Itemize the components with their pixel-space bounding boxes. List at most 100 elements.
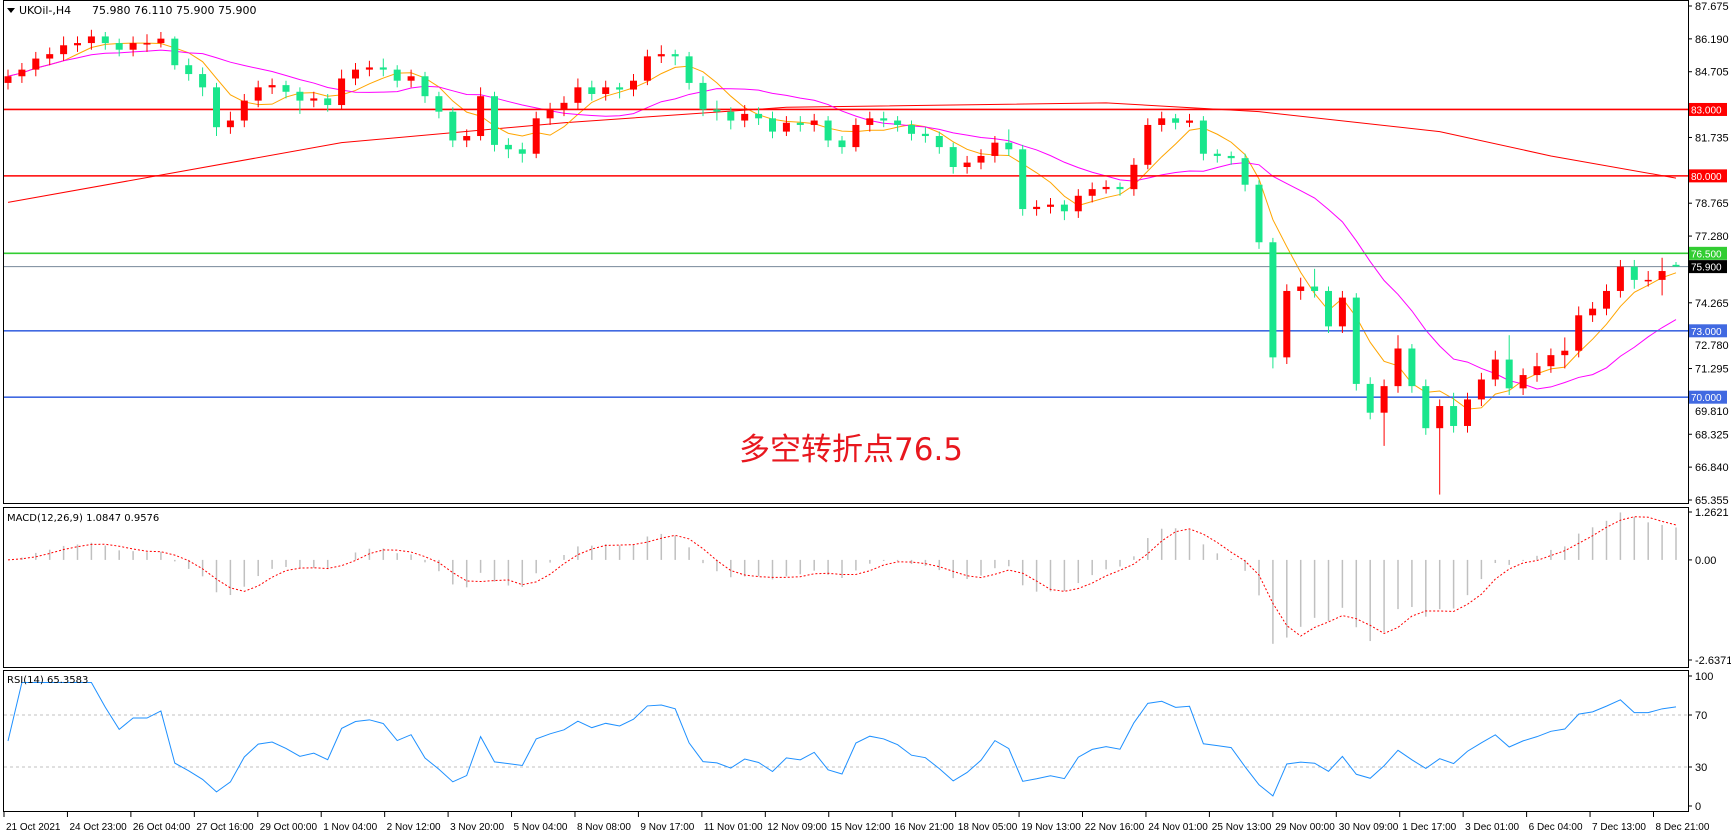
candle <box>1603 284 1610 316</box>
candle <box>935 131 943 154</box>
candle <box>782 116 790 137</box>
candle <box>1227 151 1235 165</box>
time-tick-label: 8 Nov 08:00 <box>577 822 631 833</box>
symbol-dropdown-icon[interactable] <box>7 8 15 13</box>
candle-body <box>977 155 985 163</box>
candle-body <box>1033 206 1041 210</box>
candle <box>1408 344 1416 393</box>
candle-body <box>1283 290 1291 358</box>
candle <box>60 36 68 61</box>
candle-body <box>1672 264 1680 267</box>
level-label: 73.000 <box>1691 327 1722 338</box>
level-label-bg <box>1689 246 1727 260</box>
candle <box>1144 118 1152 170</box>
candle-body <box>310 98 318 101</box>
level-label: 75.900 <box>1691 263 1722 274</box>
candle <box>435 91 443 119</box>
candle <box>1172 113 1180 130</box>
candle-body <box>602 87 610 94</box>
candle-body <box>949 147 957 168</box>
candle <box>1074 189 1082 218</box>
candle <box>616 82 624 99</box>
price-tick-label: 69.810 <box>1695 406 1729 418</box>
candle-body <box>1603 290 1610 309</box>
macd-panel[interactable] <box>7 512 1677 644</box>
candle-body <box>1102 186 1110 190</box>
candle-body <box>671 54 679 57</box>
candle-body <box>518 149 526 154</box>
candle <box>1060 200 1068 221</box>
price-tick-label: 78.765 <box>1695 198 1729 210</box>
candle-body <box>1005 142 1013 150</box>
candle <box>296 87 304 114</box>
candle-body <box>824 120 832 141</box>
candle <box>657 45 665 63</box>
candle-body <box>352 69 359 79</box>
price-panel[interactable] <box>4 29 1688 495</box>
candle-body <box>921 133 929 137</box>
candle <box>1130 158 1138 196</box>
candle <box>1325 286 1332 334</box>
candle <box>254 80 262 108</box>
candle-body <box>1658 271 1666 280</box>
candle <box>32 51 40 77</box>
candle-body <box>532 118 540 154</box>
price-tick-label: 81.735 <box>1695 132 1729 144</box>
candle <box>1644 271 1652 287</box>
time-tick-label: 19 Nov 13:00 <box>1021 822 1081 833</box>
candle <box>185 58 193 81</box>
candle <box>407 69 415 88</box>
time-tick-label: 29 Oct 00:00 <box>260 822 318 833</box>
candle-body <box>1352 297 1360 384</box>
candle-body <box>880 118 888 121</box>
candle <box>1422 379 1430 435</box>
rsi-label: RSI(14) 65.3583 <box>7 675 88 686</box>
candle-body <box>18 69 26 77</box>
time-tick-label: 5 Nov 04:00 <box>514 822 568 833</box>
candle <box>713 100 721 121</box>
candle-body <box>449 111 457 141</box>
candle <box>1158 111 1166 132</box>
candle <box>518 142 526 163</box>
level-label-bg <box>1689 324 1727 338</box>
candle-body <box>588 87 596 94</box>
candle <box>1088 182 1096 203</box>
candle-body <box>1116 186 1124 190</box>
candle-body <box>852 124 860 148</box>
candle <box>1616 259 1624 298</box>
candle-body <box>1172 118 1180 123</box>
candle-body <box>1019 149 1027 210</box>
candle-body <box>1408 348 1416 387</box>
candle <box>1297 277 1305 300</box>
candle-body <box>379 67 387 70</box>
candle <box>838 136 846 154</box>
time-tick-label: 6 Dec 04:00 <box>1529 822 1583 833</box>
ohlc-readout: 75.980 76.110 75.900 75.900 <box>92 4 256 17</box>
candle-body <box>1255 184 1263 243</box>
candle-body <box>1241 158 1249 185</box>
rsi-tick-label: 70 <box>1695 710 1707 722</box>
time-tick-label: 1 Nov 04:00 <box>323 822 377 833</box>
time-tick-label: 25 Nov 13:00 <box>1212 822 1272 833</box>
candle <box>1005 129 1013 156</box>
time-tick-label: 3 Dec 01:00 <box>1465 822 1519 833</box>
level-label-bg <box>1689 260 1727 274</box>
price-tick-label: 72.780 <box>1695 340 1729 352</box>
candle <box>546 102 554 125</box>
time-tick-label: 27 Oct 16:00 <box>196 822 254 833</box>
candle <box>866 111 874 132</box>
time-tick-label: 2 Nov 12:00 <box>387 822 441 833</box>
candle <box>741 105 749 128</box>
candle-body <box>421 76 429 97</box>
candle <box>991 136 999 163</box>
candle <box>1547 348 1555 373</box>
candle <box>282 80 290 99</box>
candle <box>1102 180 1110 194</box>
time-tick-label: 12 Nov 09:00 <box>767 822 827 833</box>
candle <box>1338 290 1346 334</box>
candle <box>880 111 888 128</box>
candle-body <box>254 87 262 101</box>
candle-body <box>1436 406 1444 429</box>
rsi-panel[interactable] <box>4 682 1688 797</box>
